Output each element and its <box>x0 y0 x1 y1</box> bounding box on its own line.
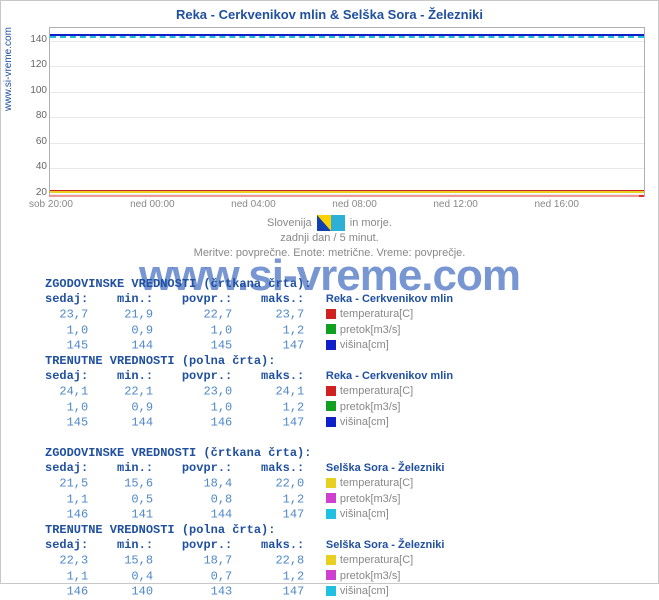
flag-icon <box>317 215 345 231</box>
station-name: Reka - Cerkvenikov mlin <box>326 293 453 305</box>
xtick-label: ned 12:00 <box>433 199 478 210</box>
station-name: Selška Sora - Železniki <box>326 462 445 474</box>
data-row: 24,1 22,1 23,0 24,1 temperatura[C] <box>45 384 453 400</box>
section-header: ZGODOVINSKE VREDNOSTI (črtkana črta): <box>45 277 453 292</box>
legend-label: temperatura[C] <box>340 307 413 322</box>
column-headers: sedaj: min.: povpr.: maks.: Reka - Cerkv… <box>45 369 453 384</box>
section-header: TRENUTNE VREDNOSTI (polna črta): <box>45 523 453 538</box>
xtick-label: ned 08:00 <box>332 199 377 210</box>
legend-swatch <box>326 493 336 503</box>
legend-swatch <box>326 386 336 396</box>
legend-swatch <box>326 401 336 411</box>
column-headers: sedaj: min.: povpr.: maks.: Selška Sora … <box>45 538 453 553</box>
column-headers: sedaj: min.: povpr.: maks.: Selška Sora … <box>45 461 453 476</box>
xtick-label: sob 20:00 <box>29 199 73 210</box>
caption-1b: in morje. <box>350 217 392 229</box>
caption-1a: Slovenija <box>267 217 312 229</box>
section-header: ZGODOVINSKE VREDNOSTI (črtkana črta): <box>45 446 453 461</box>
legend-swatch <box>326 570 336 580</box>
ytick-label: 80 <box>29 110 47 121</box>
legend-label: pretok[m3/s] <box>340 323 401 338</box>
column-headers: sedaj: min.: povpr.: maks.: Reka - Cerkv… <box>45 292 453 307</box>
data-row: 23,7 21,9 22,7 23,7 temperatura[C] <box>45 307 453 323</box>
ytick-label: 140 <box>29 34 47 45</box>
ytick-label: 60 <box>29 136 47 147</box>
legend-swatch <box>326 586 336 596</box>
xtick-label: ned 00:00 <box>130 199 175 210</box>
legend-label: pretok[m3/s] <box>340 492 401 507</box>
xtick-label: ned 16:00 <box>534 199 579 210</box>
legend-label: višina[cm] <box>340 584 389 599</box>
data-row: 1,1 0,5 0,8 1,2 pretok[m3/s] <box>45 492 453 508</box>
chart-container: Reka - Cerkvenikov mlin & Selška Sora - … <box>0 0 659 584</box>
station-name: Selška Sora - Železniki <box>326 539 445 551</box>
legend-label: temperatura[C] <box>340 476 413 491</box>
data-row: 1,0 0,9 1,0 1,2 pretok[m3/s] <box>45 400 453 416</box>
legend-swatch <box>326 478 336 488</box>
legend-swatch <box>326 324 336 334</box>
y-axis-label: www.si-vreme.com <box>3 27 14 111</box>
data-row: 146 140 143 147 višina[cm] <box>45 584 453 600</box>
station-name: Reka - Cerkvenikov mlin <box>326 370 453 382</box>
legend-label: višina[cm] <box>340 415 389 430</box>
caption-2: zadnji dan / 5 minut. <box>280 232 378 244</box>
data-row: 145 144 146 147 višina[cm] <box>45 415 453 431</box>
legend-label: temperatura[C] <box>340 384 413 399</box>
data-row: 145 144 145 147 višina[cm] <box>45 338 453 354</box>
legend-label: višina[cm] <box>340 507 389 522</box>
legend-label: temperatura[C] <box>340 553 413 568</box>
legend-label: višina[cm] <box>340 338 389 353</box>
caption-block: Slovenija in morje. zadnji dan / 5 minut… <box>1 215 658 261</box>
ytick-label: 120 <box>29 59 47 70</box>
x-axis-arrow <box>49 195 651 197</box>
ytick-label: 40 <box>29 161 47 172</box>
ytick-label: 20 <box>29 187 47 198</box>
series-visina-sora <box>50 36 644 40</box>
data-row: 22,3 15,8 18,7 22,8 temperatura[C] <box>45 553 453 569</box>
data-row: 1,1 0,4 0,7 1,2 pretok[m3/s] <box>45 569 453 585</box>
legend-swatch <box>326 417 336 427</box>
data-row: 1,0 0,9 1,0 1,2 pretok[m3/s] <box>45 323 453 339</box>
data-row: 21,5 15,6 18,4 22,0 temperatura[C] <box>45 476 453 492</box>
legend-swatch <box>326 309 336 319</box>
legend-label: pretok[m3/s] <box>340 569 401 584</box>
chart-title: Reka - Cerkvenikov mlin & Selška Sora - … <box>1 1 658 24</box>
data-tables: ZGODOVINSKE VREDNOSTI (črtkana črta):sed… <box>45 277 453 600</box>
ytick-label: 100 <box>29 85 47 96</box>
legend-label: pretok[m3/s] <box>340 400 401 415</box>
data-row: 146 141 144 147 višina[cm] <box>45 507 453 523</box>
section-header: TRENUTNE VREDNOSTI (polna črta): <box>45 354 453 369</box>
plot-area <box>49 27 645 195</box>
legend-swatch <box>326 509 336 519</box>
xtick-label: ned 04:00 <box>231 199 276 210</box>
caption-3: Meritve: povprečne. Enote: metrične. Vre… <box>194 247 466 259</box>
legend-swatch <box>326 340 336 350</box>
legend-swatch <box>326 555 336 565</box>
